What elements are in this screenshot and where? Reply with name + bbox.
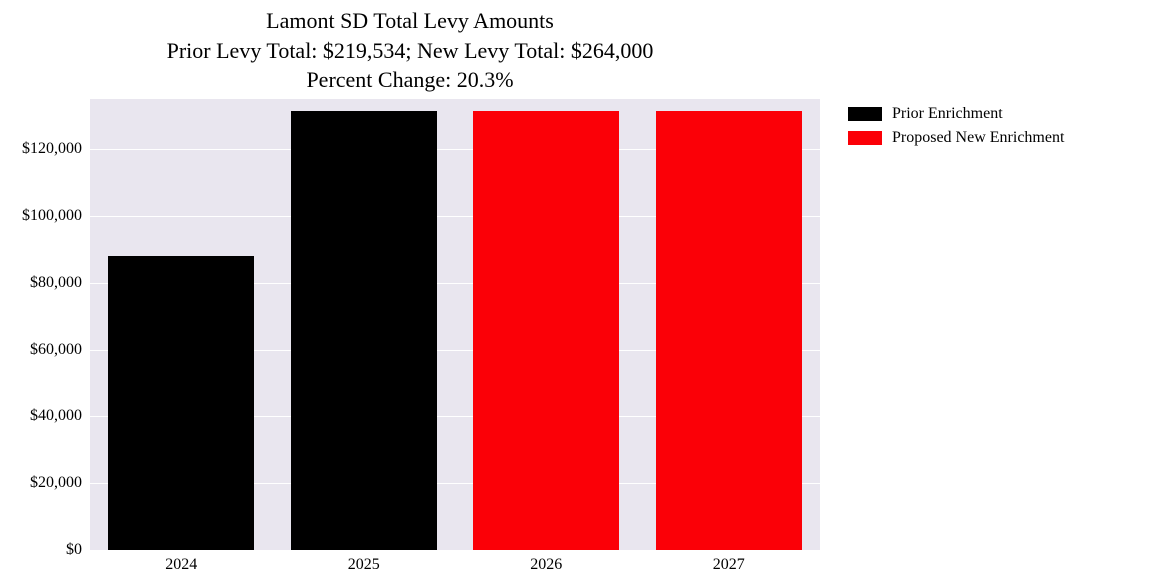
y-tick-label: $40,000	[30, 407, 90, 425]
legend-swatch	[848, 107, 882, 121]
bar	[656, 111, 802, 550]
bar	[108, 256, 254, 550]
y-tick-label: $20,000	[30, 474, 90, 492]
chart-container: Lamont SD Total Levy Amounts Prior Levy …	[0, 0, 1152, 576]
legend-label: Proposed New Enrichment	[892, 129, 1064, 147]
grid-line	[90, 550, 820, 551]
legend-swatch	[848, 131, 882, 145]
x-tick-label: 2027	[713, 550, 745, 574]
legend: Prior Enrichment Proposed New Enrichment	[848, 105, 1064, 153]
legend-label: Prior Enrichment	[892, 105, 1003, 123]
legend-item: Prior Enrichment	[848, 105, 1064, 123]
y-tick-label: $0	[66, 541, 90, 559]
x-tick-label: 2024	[165, 550, 197, 574]
title-line-2: Prior Levy Total: $219,534; New Levy Tot…	[0, 36, 820, 66]
plot-area: $0$20,000$40,000$60,000$80,000$100,000$1…	[90, 99, 820, 550]
y-tick-label: $100,000	[22, 207, 90, 225]
title-line-1: Lamont SD Total Levy Amounts	[0, 6, 820, 36]
title-line-3: Percent Change: 20.3%	[0, 65, 820, 95]
y-tick-label: $80,000	[30, 274, 90, 292]
x-tick-label: 2025	[348, 550, 380, 574]
legend-item: Proposed New Enrichment	[848, 129, 1064, 147]
bar	[473, 111, 619, 550]
x-tick-label: 2026	[530, 550, 562, 574]
y-tick-label: $60,000	[30, 341, 90, 359]
bar	[291, 111, 437, 550]
chart-title: Lamont SD Total Levy Amounts Prior Levy …	[0, 6, 820, 95]
y-tick-label: $120,000	[22, 140, 90, 158]
